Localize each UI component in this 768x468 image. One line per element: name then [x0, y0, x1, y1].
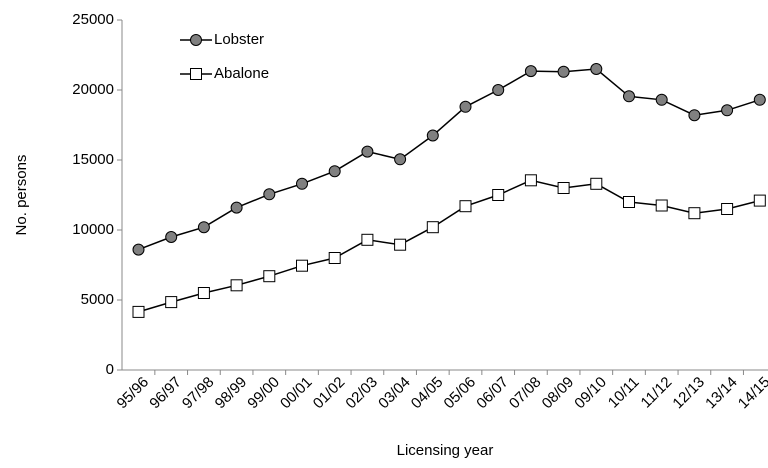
- data-point: [132, 305, 145, 318]
- legend-marker: [190, 34, 202, 46]
- data-point: [623, 90, 635, 103]
- data-point: [524, 174, 537, 187]
- data-point: [688, 109, 701, 122]
- data-point: [721, 104, 734, 117]
- data-point: [590, 63, 603, 75]
- data-point: [459, 100, 472, 113]
- data-point: [426, 221, 439, 234]
- y-tick-label: 0: [106, 361, 114, 378]
- legend-label: Lobster: [214, 31, 264, 48]
- data-point: [655, 199, 668, 212]
- data-point: [524, 65, 537, 78]
- data-point: [426, 129, 439, 142]
- data-point: [132, 243, 145, 256]
- x-tick-label: 98/99: [212, 374, 251, 413]
- x-tick-label: 99/00: [244, 374, 283, 413]
- legend-label: Abalone: [214, 65, 269, 82]
- x-tick-label: 12/13: [669, 374, 708, 413]
- series-line: [138, 68, 761, 251]
- y-tick-label: 25000: [72, 11, 114, 28]
- data-point: [296, 177, 308, 190]
- data-point: [753, 93, 766, 106]
- x-axis-title: Licensing year: [397, 442, 494, 459]
- legend-marker: [190, 68, 202, 80]
- x-tick-label: 02/03: [342, 374, 381, 413]
- data-point: [230, 279, 243, 292]
- data-point: [492, 84, 505, 96]
- data-point: [165, 296, 178, 309]
- data-point: [328, 252, 341, 264]
- x-tick-label: 11/12: [638, 374, 676, 412]
- data-point: [361, 145, 374, 158]
- data-point: [655, 93, 668, 106]
- data-point: [623, 196, 635, 208]
- data-point: [361, 233, 374, 246]
- y-axis-title: No. persons: [13, 155, 30, 236]
- x-tick-label: 01/02: [310, 374, 349, 413]
- x-tick-label: 06/07: [473, 374, 512, 413]
- x-tick-label: 13/14: [702, 374, 741, 413]
- x-tick-label: 10/11: [605, 374, 643, 412]
- data-point: [328, 165, 341, 178]
- x-tick-label: 09/10: [571, 374, 610, 413]
- y-tick-label: 5000: [81, 291, 114, 308]
- y-tick-label: 15000: [72, 151, 114, 168]
- data-point: [230, 201, 243, 214]
- data-point: [557, 182, 570, 194]
- data-point: [459, 200, 472, 213]
- y-tick-label: 20000: [72, 81, 114, 98]
- x-tick-label: 14/15: [735, 374, 768, 413]
- data-point: [296, 259, 308, 272]
- x-tick-label: 97/98: [179, 374, 218, 413]
- data-point: [263, 270, 276, 283]
- x-tick-label: 96/97: [146, 374, 185, 413]
- data-point: [492, 189, 505, 201]
- data-point: [197, 221, 210, 234]
- data-point: [394, 153, 407, 166]
- x-tick-label: 08/09: [539, 374, 578, 413]
- data-point: [197, 287, 210, 299]
- data-point: [721, 203, 734, 215]
- x-tick-label: 00/01: [277, 374, 316, 413]
- x-tick-label: 95/96: [114, 374, 153, 413]
- data-point: [753, 194, 766, 207]
- data-point: [165, 231, 178, 243]
- data-point: [557, 65, 570, 78]
- x-tick-label: 03/04: [375, 374, 414, 413]
- x-tick-label: 05/06: [441, 374, 480, 413]
- data-point: [394, 238, 407, 251]
- data-point: [688, 207, 701, 220]
- x-tick-label: 07/08: [506, 374, 545, 413]
- data-point: [263, 188, 276, 201]
- data-point: [590, 177, 603, 190]
- x-tick-label: 04/05: [408, 374, 447, 413]
- y-tick-label: 10000: [72, 221, 114, 238]
